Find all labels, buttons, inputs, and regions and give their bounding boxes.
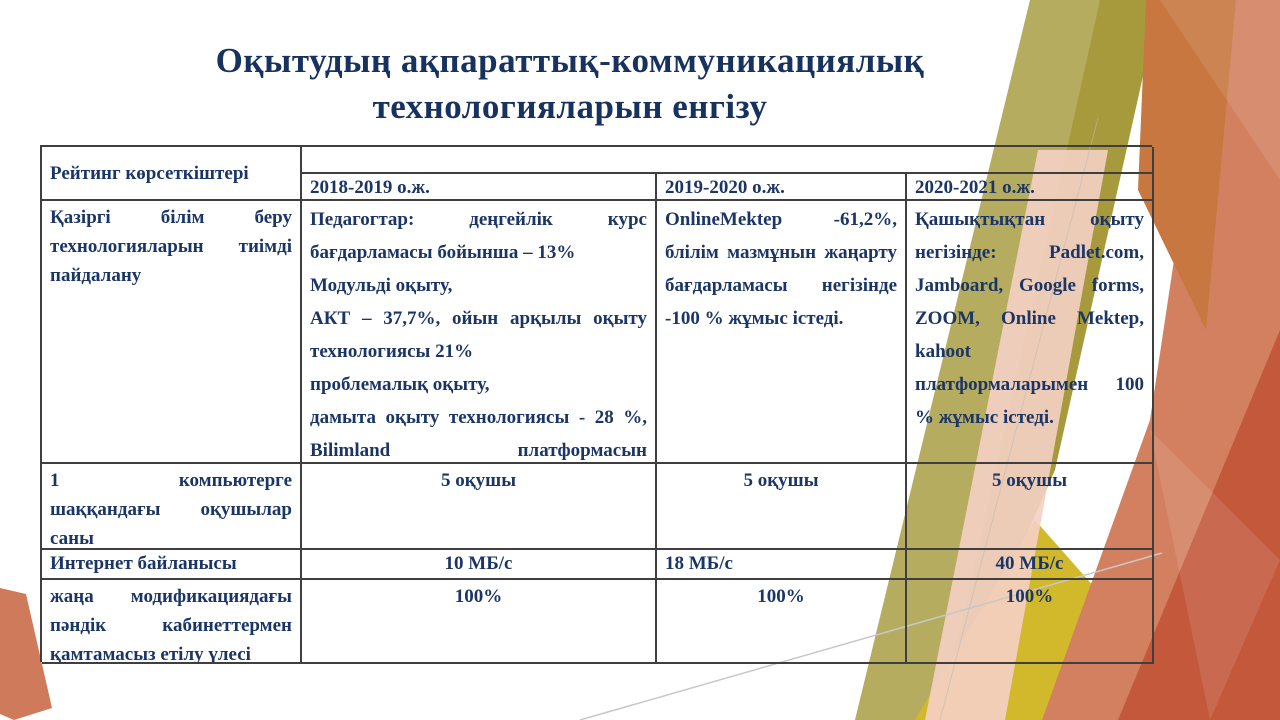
cell-classrooms-2020: 100% (907, 580, 1154, 664)
slide-title: Оқытудың ақпараттық-коммуникациялық техн… (215, 41, 925, 127)
facet-line-1 (579, 552, 1163, 720)
facet-highlight-bottom-right (1150, 430, 1280, 720)
row-label-pupils-per-computer: 1 компьютерге шаққандағы оқушылар саны (42, 464, 302, 550)
year-header-2018-2019: 2018-2019 о.ж. (302, 174, 657, 201)
cell-pupils-2018: 5 оқушы (302, 464, 657, 550)
cell-classrooms-2018: 100% (302, 580, 657, 664)
cell-technologies-2018: Педагогтар: деңгейлік курс бағдарламасы … (302, 201, 657, 464)
table-header-empty-cell (302, 147, 1154, 174)
cell-internet-2019: 18 МБ/с (657, 550, 907, 580)
facet-highlight-top-right (1160, 0, 1280, 180)
year-header-2019-2020: 2019-2020 о.ж. (657, 174, 907, 201)
row-label-technologies: Қазіргі білім беру технологияларын тиімд… (42, 201, 302, 464)
table-header-row-label: Рейтинг көрсеткіштері (42, 147, 302, 201)
cell-classrooms-2019: 100% (657, 580, 907, 664)
crimson-corner-shape (1118, 330, 1280, 720)
cell-internet-2018: 10 МБ/с (302, 550, 657, 580)
cell-pupils-2020: 5 оқушы (907, 464, 1154, 550)
cell-internet-2020: 40 МБ/с (907, 550, 1154, 580)
header-row-label-text: Рейтинг көрсеткіштері (50, 162, 249, 184)
salmon-left-wedge-shape (0, 588, 52, 720)
cell-technologies-2019: OnlineMektep -61,2%, блілім мазмұнын жаң… (657, 201, 907, 464)
row-label-classrooms: жаңа модификациядағы пәндік кабинеттерме… (42, 580, 302, 664)
orange-top-shape (1138, 0, 1236, 330)
cell-pupils-2019: 5 оқушы (657, 464, 907, 550)
row-label-internet: Интернет байланысы (42, 550, 302, 580)
rating-table: Рейтинг көрсеткіштері 2018-2019 о.ж. 201… (40, 145, 1154, 664)
cell-technologies-2020: Қашықтықтан оқыту негізінде: Padlet.com,… (907, 201, 1154, 464)
pale-pink-band-shape (925, 150, 1108, 720)
year-header-2020-2021: 2020-2021 о.ж. (907, 174, 1154, 201)
facet-line-2 (939, 117, 1099, 720)
